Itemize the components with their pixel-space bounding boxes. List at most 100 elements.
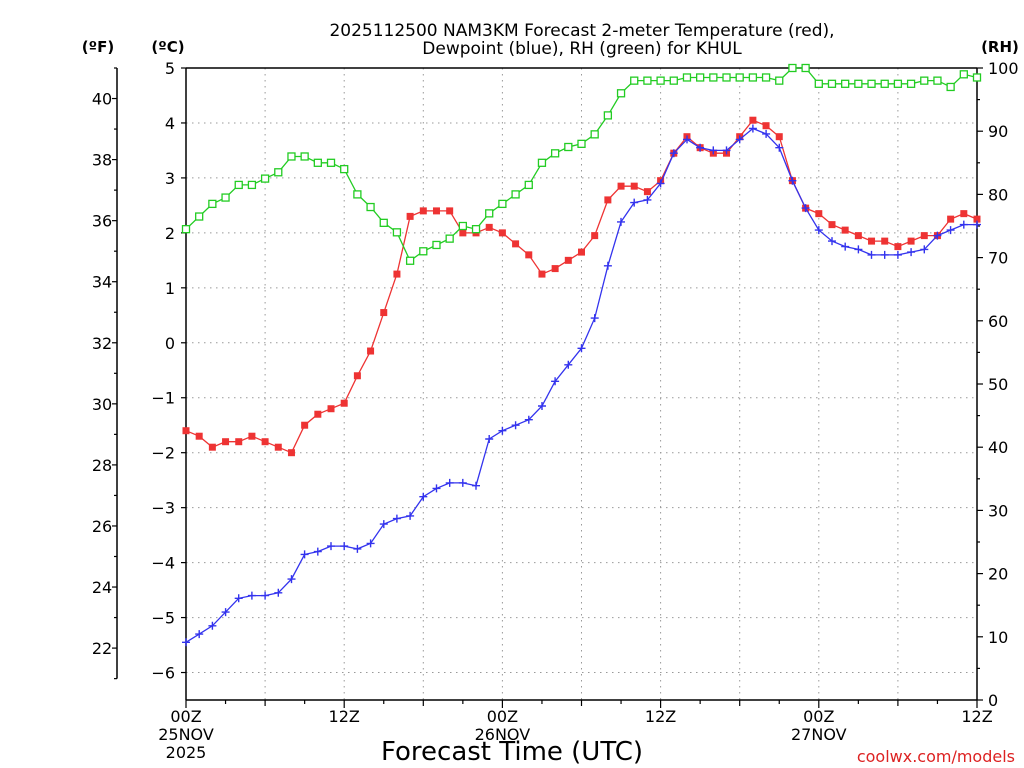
2-meter-temperature-point bbox=[775, 133, 783, 141]
dewpoint-point bbox=[577, 344, 586, 353]
rh-point bbox=[893, 79, 903, 88]
2-meter-temperature-point bbox=[973, 215, 981, 223]
rh-series bbox=[181, 63, 982, 265]
grid-lines bbox=[186, 67, 977, 700]
celsius-tick-label: 0 bbox=[165, 334, 175, 353]
celsius-tick-label: 2 bbox=[165, 224, 175, 243]
rh-point bbox=[353, 190, 362, 199]
2-meter-temperature-point bbox=[512, 240, 520, 248]
rh-point bbox=[761, 73, 771, 82]
rh-point bbox=[260, 174, 270, 183]
2-meter-temperature-point bbox=[182, 427, 190, 435]
dewpoint-point bbox=[669, 149, 678, 158]
rh-point bbox=[287, 152, 296, 161]
dewpoint-point bbox=[617, 217, 625, 226]
2-meter-temperature-point bbox=[459, 229, 467, 237]
x-date-label: 27NOV bbox=[791, 725, 847, 744]
celsius-tick-label: 3 bbox=[165, 169, 175, 188]
rh-point bbox=[274, 168, 283, 177]
fahrenheit-tick-label: 22 bbox=[92, 639, 112, 658]
fahrenheit-tick-label: 34 bbox=[92, 273, 112, 292]
dewpoint-point bbox=[643, 195, 652, 204]
2-meter-temperature-point bbox=[274, 443, 282, 451]
rh-point bbox=[234, 180, 243, 190]
rh-point bbox=[366, 202, 375, 212]
fahrenheit-tick-label: 32 bbox=[92, 334, 112, 353]
rh-point bbox=[471, 225, 481, 234]
2-meter-temperature-point bbox=[538, 270, 546, 278]
rh-point bbox=[405, 256, 415, 265]
rh-point bbox=[920, 76, 929, 85]
rh-point bbox=[722, 73, 731, 82]
rh-point bbox=[458, 221, 468, 231]
x-axis-label: Forecast Time (UTC) bbox=[381, 737, 643, 767]
2-meter-temperature-point bbox=[419, 207, 427, 215]
rh-point bbox=[735, 73, 744, 82]
2-meter-temperature-point bbox=[578, 248, 585, 256]
2-meter-temperature-point bbox=[235, 438, 243, 446]
dewpoint-point bbox=[274, 588, 283, 597]
rh-point bbox=[432, 240, 441, 250]
rh-tick-label: 20 bbox=[988, 565, 1008, 584]
2-meter-temperature-point bbox=[287, 449, 295, 457]
dewpoint-point bbox=[590, 314, 599, 323]
rh-tick-label: 100 bbox=[988, 59, 1019, 78]
2-meter-temperature-point bbox=[854, 232, 862, 240]
dewpoint-point bbox=[208, 621, 217, 630]
dewpoint-point bbox=[748, 124, 757, 133]
rh-point bbox=[682, 73, 692, 82]
fahrenheit-tick-label: 36 bbox=[92, 212, 112, 231]
dewpoint-point bbox=[683, 135, 691, 144]
credit-text: coolwx.com/models bbox=[857, 747, 1015, 766]
2-meter-temperature-point bbox=[195, 432, 203, 440]
2-meter-temperature-series bbox=[182, 116, 981, 457]
dewpoint-point bbox=[524, 415, 533, 424]
rh-point bbox=[854, 79, 863, 88]
2-meter-temperature-point bbox=[432, 207, 440, 215]
rh-point bbox=[247, 180, 257, 190]
dewpoint-point bbox=[551, 377, 560, 386]
x-date-label: 26NOV bbox=[475, 725, 531, 744]
rh-point bbox=[959, 70, 968, 79]
dewpoint-point bbox=[392, 514, 401, 523]
2-meter-temperature-point bbox=[841, 226, 849, 234]
rh-tick-label: 60 bbox=[988, 312, 1008, 331]
dewpoint-point bbox=[630, 198, 639, 207]
dewpoint-point bbox=[406, 511, 415, 520]
rh-point bbox=[564, 142, 573, 152]
2-meter-temperature-point bbox=[920, 232, 928, 240]
celsius-tick-label: −1 bbox=[151, 389, 175, 408]
dewpoint-point bbox=[313, 547, 322, 556]
2-meter-temperature-point bbox=[314, 410, 322, 418]
2-meter-temperature-point bbox=[248, 432, 256, 440]
rh-point bbox=[801, 63, 810, 73]
celsius-tick-label: −5 bbox=[151, 609, 175, 628]
x-tick-label: 00Z bbox=[803, 707, 834, 726]
rh-tick-label: 50 bbox=[988, 375, 1008, 394]
2-meter-temperature-point bbox=[222, 438, 230, 446]
dewpoint-point bbox=[498, 426, 507, 435]
rh-point bbox=[814, 79, 823, 88]
rh-point bbox=[748, 73, 758, 82]
dewpoint-point bbox=[880, 250, 889, 259]
rh-point bbox=[208, 199, 217, 209]
rh-point bbox=[313, 158, 322, 167]
rh-point bbox=[550, 149, 560, 158]
dewpoint-point bbox=[445, 478, 454, 487]
dewpoint-point bbox=[946, 226, 955, 235]
rh-point bbox=[340, 164, 349, 174]
dewpoint-point bbox=[353, 544, 362, 553]
rh-tick-label: 0 bbox=[988, 691, 998, 710]
dewpoint-point bbox=[973, 220, 981, 229]
2-meter-temperature-point bbox=[749, 116, 757, 124]
dewpoint-point bbox=[485, 435, 494, 443]
rh-point bbox=[524, 180, 533, 190]
dewpoint-point bbox=[656, 179, 665, 188]
celsius-tick-label: −2 bbox=[151, 444, 175, 463]
2-meter-temperature-point bbox=[630, 182, 638, 190]
rh-point bbox=[537, 158, 547, 167]
2-meter-temperature-point bbox=[446, 207, 454, 215]
dewpoint-point bbox=[867, 250, 876, 259]
rh-tick-label: 10 bbox=[988, 628, 1008, 647]
